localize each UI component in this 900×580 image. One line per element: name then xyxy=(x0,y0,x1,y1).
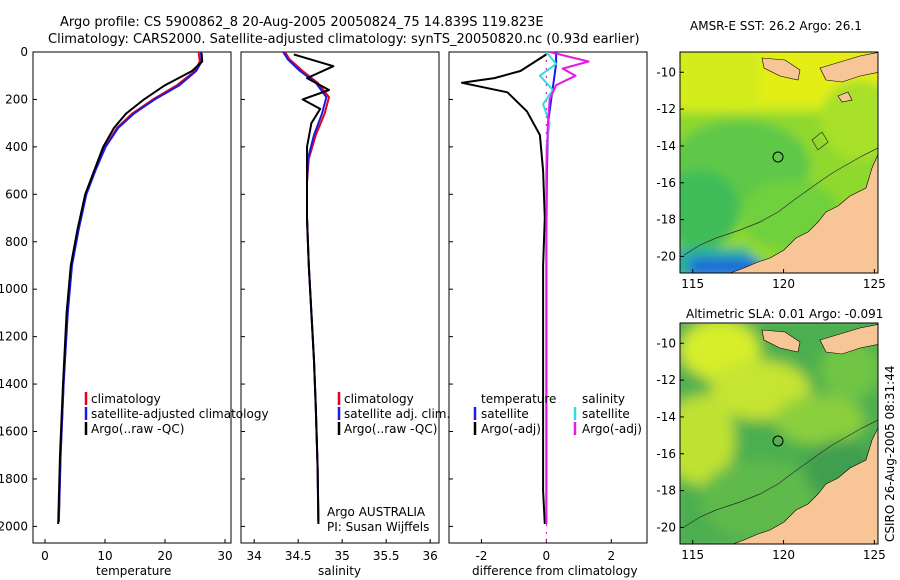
sst-map-axes: 115 120 125 -10 -12 -14 -16 -18 -20 xyxy=(656,65,885,291)
map-y-tick-label: -12 xyxy=(656,373,676,387)
sla-map-frame xyxy=(679,322,879,545)
temperature-panel xyxy=(32,51,232,544)
depth-tick-label: 2000 xyxy=(0,519,28,533)
series-line-salinity-argo-adj- xyxy=(545,52,590,524)
legend-salinity-title: salinity xyxy=(582,392,625,406)
salinity-lines xyxy=(282,52,335,525)
x-tick-label: 35.5 xyxy=(373,549,400,563)
series-line-temperature-argo-adj- xyxy=(461,53,547,525)
map-y-tick-label: -14 xyxy=(656,410,676,424)
map-x-tick-label: 120 xyxy=(772,277,795,291)
panel-x-axes: 0 10 20 30 34 34.5 35 35.5 36 -2 0 2 xyxy=(41,539,615,563)
map-x-tick-label: 125 xyxy=(863,277,886,291)
sst-float-marker xyxy=(772,151,784,163)
map-x-tick-label: 125 xyxy=(863,548,886,562)
difference-lines xyxy=(461,52,590,543)
legend-sal-argo-diff: Argo(-adj) xyxy=(582,422,642,436)
depth-tick-label: 1000 xyxy=(0,282,28,296)
temperature-lines xyxy=(57,52,204,525)
sla-map-title: Altimetric SLA: 0.01 Argo: -0.091 xyxy=(686,307,883,321)
legend-sal-argo: Argo(..raw -QC) xyxy=(344,422,437,436)
depth-tick-label: 1400 xyxy=(0,377,28,391)
map-y-tick-label: -18 xyxy=(656,213,676,227)
map-x-tick-label: 115 xyxy=(681,277,704,291)
sla-float-marker xyxy=(772,435,784,447)
map-y-tick-label: -16 xyxy=(656,447,676,461)
salinity-panel xyxy=(240,51,440,544)
temperature-legend: climatology satellite-adjusted climatolo… xyxy=(84,392,269,436)
legend-sal-satellite: satellite adj. clim. xyxy=(344,407,450,421)
legend-temperature-title: temperature xyxy=(481,392,556,406)
x-tick-label: 34 xyxy=(247,549,262,563)
depth-axis: 0 200 400 600 800 1000 1200 1400 1600 1800 2000 xyxy=(0,45,453,533)
legend-satellite-adjusted: satellite-adjusted climatology xyxy=(91,407,269,421)
x-tick-label: 20 xyxy=(157,549,172,563)
legend-sal-climatology: climatology xyxy=(344,392,414,406)
map-y-tick-label: -14 xyxy=(656,139,676,153)
depth-tick-label: 0 xyxy=(20,45,28,59)
map-y-tick-label: -10 xyxy=(656,336,676,350)
sla-map-axes: 115 120 125 -10 -12 -14 -16 -18 -20 xyxy=(656,336,885,562)
map-x-tick-label: 120 xyxy=(772,548,795,562)
note-pi: PI: Susan Wijffels xyxy=(327,520,429,534)
depth-tick-label: 1800 xyxy=(0,472,28,486)
map-y-tick-label: -16 xyxy=(656,176,676,190)
map-y-tick-label: -12 xyxy=(656,102,676,116)
x-tick-label: 35 xyxy=(335,549,350,563)
x-tick-label: 30 xyxy=(217,549,232,563)
difference-legend: temperature satellite Argo(-adj) salinit… xyxy=(473,392,642,436)
salinity-xlabel: salinity xyxy=(318,564,361,578)
legend-temp-argo: Argo(-adj) xyxy=(481,422,541,436)
x-tick-label: 2 xyxy=(607,549,615,563)
depth-tick-label: 1200 xyxy=(0,330,28,344)
depth-tick-label: 800 xyxy=(5,235,28,249)
temperature-xlabel: temperature xyxy=(96,564,171,578)
legend-argo: Argo(..raw -QC) xyxy=(91,422,184,436)
map-x-tick-label: 115 xyxy=(681,548,704,562)
note-argo-australia: Argo AUSTRALIA xyxy=(327,505,426,519)
legend-temp-satellite: satellite xyxy=(481,407,529,421)
x-tick-label: 0 xyxy=(41,549,49,563)
depth-tick-label: 200 xyxy=(5,92,28,106)
sst-map-title: AMSR-E SST: 26.2 Argo: 26.1 xyxy=(690,19,862,33)
series-line-argo-raw-qc- xyxy=(293,53,335,525)
side-timestamp-label: CSIRO 26-Aug-2005 08:31:44 xyxy=(883,366,897,542)
x-tick-label: 36 xyxy=(423,549,438,563)
legend-climatology: climatology xyxy=(91,392,161,406)
salinity-legend: climatology satellite adj. clim. Argo(..… xyxy=(327,392,450,534)
map-y-tick-label: -18 xyxy=(656,484,676,498)
sst-map xyxy=(680,52,878,273)
map-y-tick-label: -20 xyxy=(656,520,676,534)
x-tick-label: -2 xyxy=(475,549,487,563)
difference-xlabel: difference from climatology xyxy=(472,564,638,578)
x-tick-label: 34.5 xyxy=(285,549,312,563)
x-tick-label: 0 xyxy=(543,549,551,563)
legend-sal-satellite-diff: satellite xyxy=(582,407,630,421)
figure-title-line2: Climatology: CARS2000. Satellite-adjuste… xyxy=(48,32,640,47)
sla-map xyxy=(680,323,878,544)
depth-tick-label: 1600 xyxy=(0,425,28,439)
depth-tick-label: 400 xyxy=(5,140,28,154)
sst-map-frame xyxy=(679,51,879,274)
series-line-argo-raw-qc- xyxy=(57,53,204,525)
map-y-tick-label: -20 xyxy=(656,249,676,263)
depth-tick-label: 600 xyxy=(5,187,28,201)
x-tick-label: 10 xyxy=(97,549,112,563)
figure-title-line1: Argo profile: CS 5900862_8 20-Aug-2005 2… xyxy=(60,15,544,30)
map-y-tick-label: -10 xyxy=(656,65,676,79)
